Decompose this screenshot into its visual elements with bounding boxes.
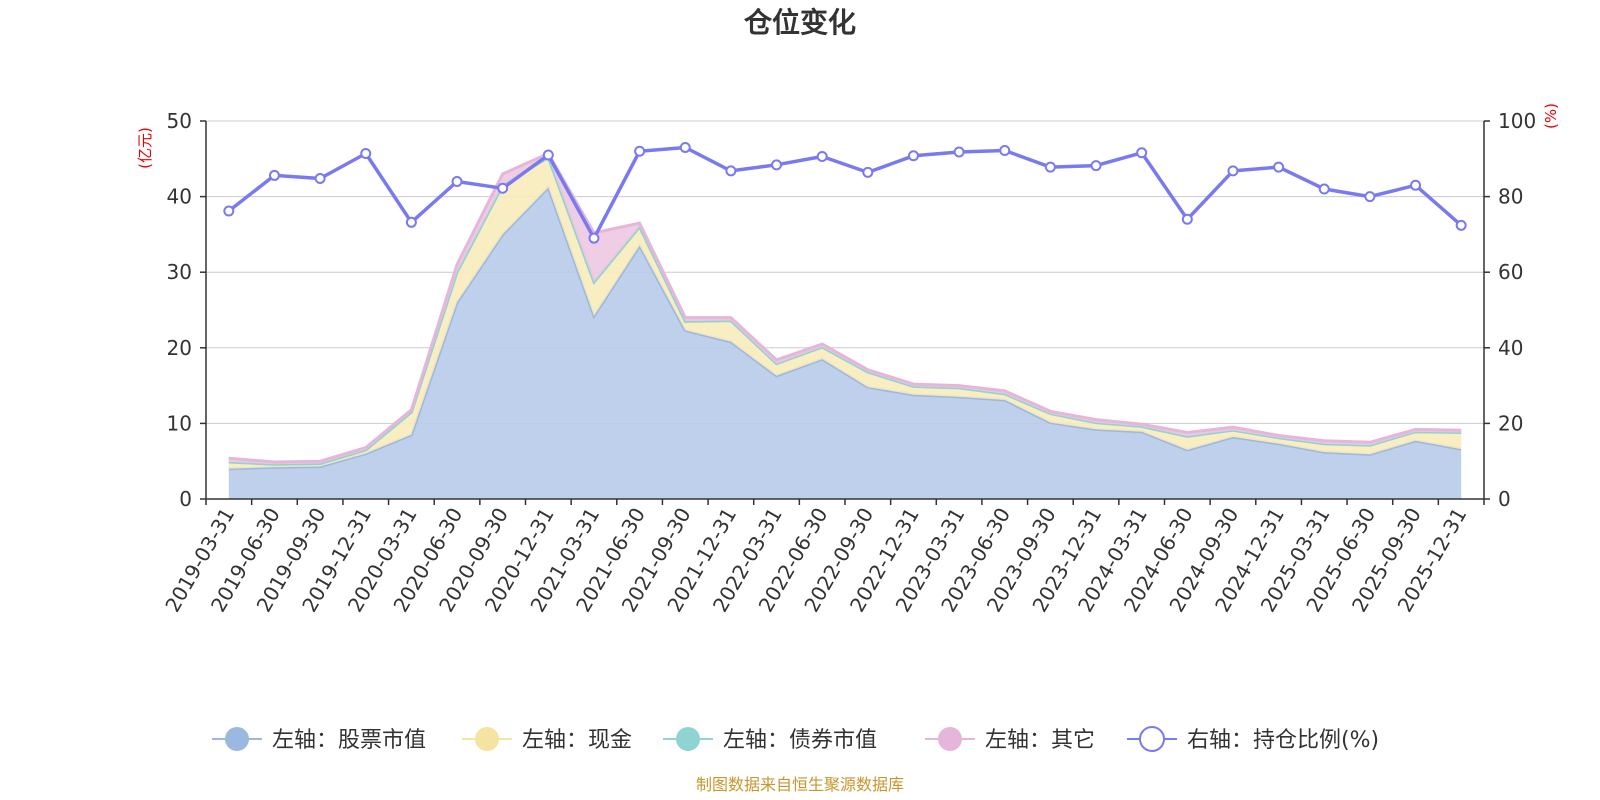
left-tick-label: 40: [167, 185, 192, 209]
ratio-point: [268, 169, 280, 181]
ratio-point: [405, 216, 417, 228]
ratio-point: [771, 159, 783, 171]
ratio-point: [1044, 161, 1056, 173]
chart-title: 仓位变化: [744, 6, 856, 39]
ratio-point: [360, 148, 372, 160]
legend: 左轴：股票市值 左轴：现金 左轴：债券市值 左轴：其它 右轴：持仓比例(%): [212, 726, 1379, 753]
left-tick-label: 50: [167, 109, 192, 133]
ratio-point: [1273, 161, 1285, 173]
area-series-1: [228, 187, 1462, 499]
legend-item[interactable]: 左轴：现金: [462, 727, 632, 753]
ratio-point: [1227, 165, 1239, 177]
ratio-point: [679, 141, 691, 153]
legend-item[interactable]: 左轴：其它: [925, 727, 1095, 753]
ratio-point: [862, 166, 874, 178]
ratio-point: [725, 165, 737, 177]
right-tick-label: 40: [1498, 336, 1523, 360]
legend-label: 右轴：持仓比例(%): [1187, 728, 1379, 753]
ratio-point: [634, 145, 646, 157]
left-tick-label: 10: [167, 411, 192, 435]
legend-marker: [225, 727, 249, 751]
legend-marker: [676, 727, 700, 751]
right-axis-unit: (%): [1542, 103, 1560, 129]
legend-marker: [938, 727, 962, 751]
right-tick-label: 0: [1498, 487, 1511, 511]
ratio-point: [588, 232, 600, 244]
left-axis-ticks: 0 10 20 30 40 50: [167, 109, 206, 511]
right-axis-ticks: 0 20 40 60 80 100: [1484, 109, 1536, 511]
legend-item[interactable]: 左轴：债券市值: [663, 727, 877, 753]
legend-item[interactable]: 左轴：股票市值: [212, 727, 426, 753]
legend-item[interactable]: 右轴：持仓比例(%): [1127, 726, 1379, 753]
ratio-point: [1318, 183, 1330, 195]
ratio-point: [314, 172, 326, 184]
ratio-line: [227, 145, 1463, 240]
legend-marker: [1139, 726, 1165, 752]
data-source-note: 制图数据来自恒生聚源数据库: [696, 775, 904, 794]
area-series-4-edge: [228, 151, 1462, 464]
ratio-point: [999, 144, 1011, 156]
ratio-point: [542, 149, 554, 161]
ratio-point: [451, 175, 463, 187]
ratio-line-series: [223, 141, 1467, 244]
left-tick-label: 20: [167, 336, 192, 360]
ratio-point: [223, 205, 235, 217]
ratio-point: [1364, 191, 1376, 203]
right-tick-label: 80: [1498, 185, 1523, 209]
right-tick-label: 60: [1498, 260, 1523, 284]
grid: [206, 120, 1484, 424]
right-tick-label: 100: [1498, 109, 1536, 133]
x-axis-ticks: 2019-03-312019-06-302019-09-302019-12-31…: [160, 499, 1485, 616]
left-tick-label: 30: [167, 260, 192, 284]
ratio-point: [1410, 179, 1422, 191]
ratio-point: [1455, 219, 1467, 231]
ratio-point: [1136, 147, 1148, 159]
stacked-areas: [228, 151, 1462, 499]
ratio-point: [1181, 213, 1193, 225]
legend-label: 左轴：股票市值: [272, 728, 426, 753]
ratio-point: [1090, 160, 1102, 172]
ratio-point: [907, 150, 919, 162]
right-tick-label: 20: [1498, 411, 1523, 435]
legend-label: 左轴：其它: [985, 728, 1095, 753]
ratio-point: [953, 146, 965, 158]
ratio-point: [816, 151, 828, 163]
legend-label: 左轴：现金: [522, 728, 632, 753]
legend-label: 左轴：债券市值: [723, 728, 877, 753]
legend-marker: [475, 727, 499, 751]
left-tick-label: 0: [179, 487, 192, 511]
left-axis-unit: (亿元): [136, 127, 154, 169]
ratio-point: [497, 182, 509, 194]
